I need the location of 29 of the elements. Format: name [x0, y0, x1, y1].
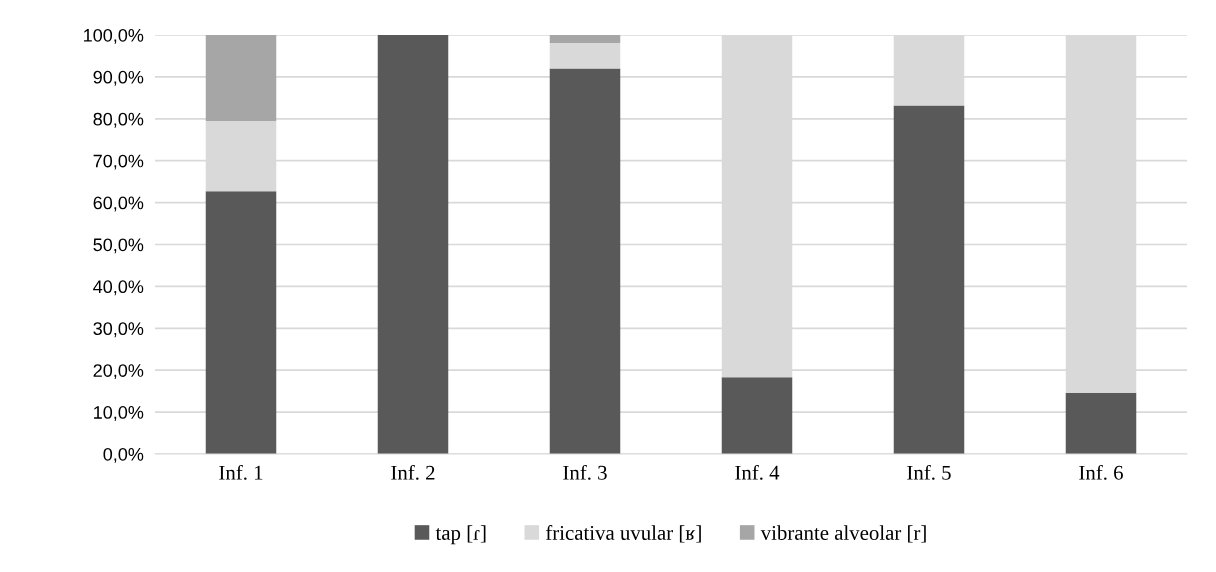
bar — [205, 191, 277, 454]
y-tick-label: 0,0% — [103, 447, 144, 463]
x-tick-label: Inf. 1 — [219, 464, 263, 480]
y-tick-label: 60,0% — [93, 196, 144, 212]
y-tick-label: 90,0% — [93, 70, 144, 86]
y-tick-label: 20,0% — [93, 364, 144, 380]
y-tick-label: 40,0% — [93, 280, 144, 296]
bar — [1065, 392, 1137, 454]
bar — [549, 42, 621, 69]
bar — [893, 105, 965, 454]
x-tick-label: Inf. 2 — [391, 464, 435, 480]
bar — [721, 377, 793, 454]
y-tick-label: 100,0% — [84, 28, 144, 44]
bar — [549, 35, 621, 43]
x-tick-label: Inf. 5 — [907, 464, 951, 480]
y-tick-label: 70,0% — [93, 154, 144, 170]
y-tick-label: 30,0% — [93, 322, 144, 338]
legend-label: tap [ɾ] — [435, 525, 486, 545]
y-tick-label: 10,0% — [94, 406, 144, 421]
x-tick-label: Inf. 6 — [1079, 464, 1123, 480]
y-tick-label: 80,0% — [93, 112, 144, 128]
bar — [205, 35, 277, 121]
x-tick-label: Inf. 4 — [735, 464, 780, 480]
bar — [549, 68, 621, 454]
y-tick-label: 50,0% — [93, 238, 144, 254]
legend-label: fricativa uvular [ʁ] — [545, 525, 701, 543]
bar — [377, 35, 449, 454]
legend-label: vibrante alveolar [r] — [760, 525, 926, 543]
x-tick-label: Inf. 3 — [563, 464, 607, 480]
